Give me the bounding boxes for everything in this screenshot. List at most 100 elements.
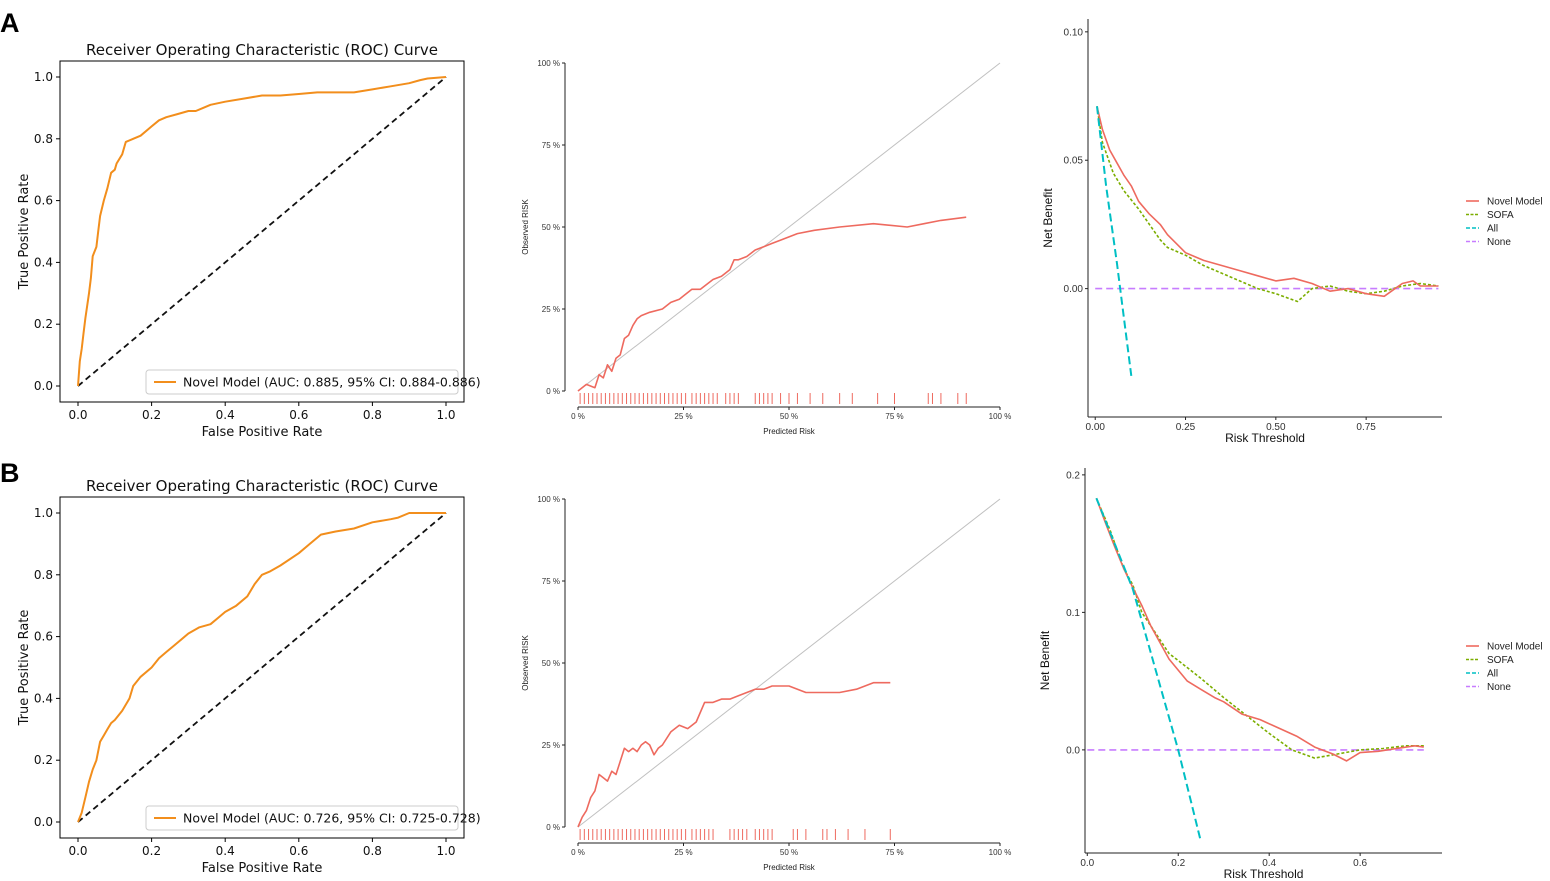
roc-chart-a: Receiver Operating Characteristic (ROC) … — [17, 41, 481, 440]
sofa-line — [1096, 106, 1439, 303]
x-tick-label: 0.25 — [1176, 422, 1196, 433]
y-tick-label: 0.2 — [1066, 470, 1080, 481]
calibration-curve-line — [577, 216, 967, 392]
chart-title: Receiver Operating Characteristic (ROC) … — [86, 41, 438, 59]
calibration-chart-b: 0 % 25 % 50 % 75 % 100 % 0 % 25 % 50 % 75 % 100 %… — [521, 495, 1011, 872]
y-tick-label: 0.6 — [34, 194, 53, 208]
y-tick-label: 0.8 — [34, 568, 53, 582]
x-tick-label: 0 % — [571, 412, 585, 421]
novel-model-line — [1096, 106, 1439, 298]
legend-label: SOFA — [1487, 210, 1514, 221]
y-tick-label: 25 % — [542, 741, 560, 750]
x-tick-label: 100 % — [989, 412, 1012, 421]
y-tick-label: 25 % — [542, 305, 560, 314]
y-axis-label: Observed RISK — [521, 635, 530, 691]
y-tick-label: 0.8 — [34, 132, 53, 146]
y-tick-label: 1.0 — [34, 506, 53, 520]
chance-diagonal-line — [77, 512, 447, 823]
treat-all-line — [1096, 106, 1133, 377]
y-tick-label: 100 % — [537, 495, 560, 504]
y-tick-label: 0.0 — [34, 379, 53, 393]
y-tick-label: 0.6 — [34, 630, 53, 644]
x-tick-label: 0.4 — [1262, 858, 1276, 869]
x-tick-label: 0 % — [571, 848, 585, 857]
x-tick-label: 0.0 — [68, 408, 87, 422]
legend-label: Novel Model — [1487, 197, 1543, 208]
x-tick-label: 0.4 — [216, 408, 235, 422]
x-tick-label: 75 % — [885, 848, 903, 857]
y-tick-label: 0.00 — [1064, 284, 1084, 295]
x-axis-label: Risk Threshold — [1225, 431, 1305, 445]
x-axis-label: False Positive Rate — [202, 425, 323, 440]
y-tick-label: 0 % — [546, 387, 560, 396]
y-tick-label: 50 % — [542, 659, 560, 668]
roc-chart-b: Receiver Operating Characteristic (ROC) … — [17, 477, 481, 876]
legend-label: Novel Model (AUC: 0.726, 95% CI: 0.725-0… — [183, 811, 481, 826]
x-tick-label: 0.2 — [1171, 858, 1185, 869]
x-tick-label: 0.6 — [1353, 858, 1367, 869]
x-tick-label: 25 % — [674, 848, 692, 857]
y-tick-label: 100 % — [537, 59, 560, 68]
x-tick-label: 0.75 — [1356, 422, 1376, 433]
x-tick-label: 100 % — [989, 848, 1012, 857]
x-axis-label: Predicted Risk — [763, 427, 816, 436]
y-tick-label: 0 % — [546, 823, 560, 832]
treat-all-line — [1095, 497, 1202, 843]
sofa-line — [1095, 497, 1424, 759]
roc-curve-line — [77, 76, 447, 387]
plot-frame — [59, 496, 465, 839]
y-tick-label: 1.0 — [34, 70, 53, 84]
panel-letter-a: A — [0, 8, 20, 38]
chance-diagonal-line — [77, 76, 447, 387]
x-tick-label: 0.4 — [216, 844, 235, 858]
y-tick-label: 0.2 — [34, 753, 53, 767]
ideal-diagonal-line — [577, 62, 1001, 392]
y-tick-label: 75 % — [542, 141, 560, 150]
x-axis-label: Predicted Risk — [763, 863, 816, 872]
x-tick-label: 0.2 — [142, 408, 161, 422]
legend-label: None — [1487, 237, 1511, 248]
y-tick-label: 0.10 — [1064, 27, 1084, 38]
calibration-curve-line — [577, 681, 891, 828]
y-axis-label: Net Benefit — [1041, 188, 1055, 248]
x-tick-label: 1.0 — [436, 844, 455, 858]
legend-label: SOFA — [1487, 655, 1514, 666]
y-tick-label: 0.4 — [34, 255, 53, 269]
legend-label: Novel Model — [1487, 642, 1543, 653]
y-tick-label: 50 % — [542, 223, 560, 232]
legend-box — [145, 369, 459, 395]
y-axis-label: Net Benefit — [1038, 630, 1052, 690]
x-tick-label: 0.50 — [1266, 422, 1286, 433]
y-tick-label: 0.1 — [1066, 608, 1080, 619]
x-tick-label: 0.6 — [289, 408, 308, 422]
y-tick-label: 0.05 — [1064, 156, 1084, 167]
y-tick-label: 0.0 — [1066, 745, 1080, 756]
y-tick-label: 0.4 — [34, 691, 53, 705]
legend-label: All — [1487, 224, 1498, 235]
y-axis-label: Observed RISK — [521, 199, 530, 255]
legend-label: None — [1487, 682, 1511, 693]
ideal-diagonal-line — [577, 498, 1001, 828]
x-tick-label: 0.0 — [68, 844, 87, 858]
x-axis-label: False Positive Rate — [202, 861, 323, 876]
chart-title: Receiver Operating Characteristic (ROC) … — [86, 477, 438, 495]
legend-label: All — [1487, 669, 1498, 680]
x-tick-label: 0.6 — [289, 844, 308, 858]
calibration-chart-a: 0 % 25 % 50 % 75 % 100 % 0 % 25 % 50 % 75 % 100 %… — [521, 59, 1011, 436]
x-tick-label: 0.8 — [363, 408, 382, 422]
x-tick-label: 50 % — [780, 412, 798, 421]
x-tick-label: 0.0 — [1080, 858, 1094, 869]
y-tick-label: 0.2 — [34, 317, 53, 331]
legend-box — [145, 805, 459, 831]
roc-curve-line — [77, 512, 446, 823]
x-tick-label: 0.2 — [142, 844, 161, 858]
plot-frame — [59, 60, 465, 403]
y-axis-label: True Positive Rate — [17, 174, 32, 291]
panel-letter-b: B — [0, 458, 20, 488]
decision-curve-chart-a: 0.00 0.25 0.50 0.75 0.00 0.05 0.10 Risk Thresho… — [1041, 19, 1543, 445]
x-axis-label: Risk Threshold — [1224, 867, 1304, 881]
legend-label: Novel Model (AUC: 0.885, 95% CI: 0.884-0… — [183, 375, 481, 390]
x-tick-label: 25 % — [674, 412, 692, 421]
x-tick-label: 75 % — [885, 412, 903, 421]
novel-model-line — [1095, 497, 1424, 762]
